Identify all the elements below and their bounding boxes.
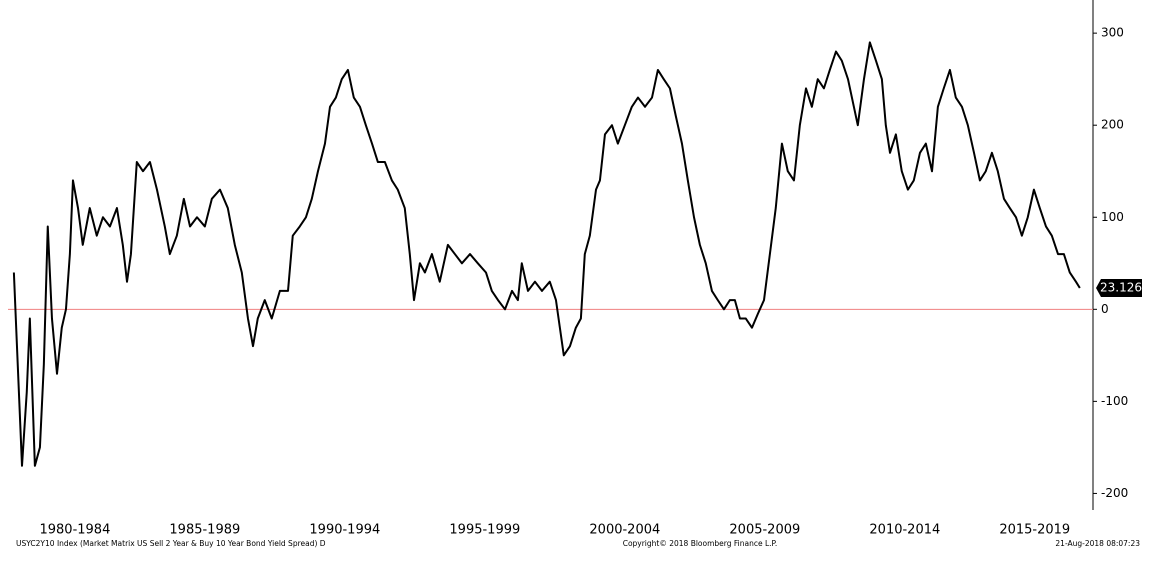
y-tick-label: -200 [1101, 486, 1128, 500]
y-tick-label: 200 [1101, 118, 1124, 132]
y-tick-label: 0 [1101, 302, 1109, 316]
x-tick-label: 1995-1999 [449, 523, 520, 538]
footer-left: USYC2Y10 Index (Market Matrix US Sell 2 … [16, 539, 326, 548]
y-tick-label: -100 [1101, 394, 1128, 408]
y-tick-label: 300 [1101, 26, 1124, 40]
y-tick-label: 100 [1101, 210, 1124, 224]
x-tick-label: 2000-2004 [589, 523, 660, 538]
x-tick-label: 2005-2009 [729, 523, 800, 538]
last-value-box [1096, 279, 1142, 298]
footer-right: 21-Aug-2018 08:07:23 [1055, 539, 1140, 548]
x-tick-label: 1990-1994 [309, 523, 380, 538]
footer-center: Copyright© 2018 Bloomberg Finance L.P. [623, 539, 778, 548]
x-tick-label: 1980-1984 [39, 523, 110, 538]
x-tick-label: 2010-2014 [869, 523, 940, 538]
series-line [12, 41, 1081, 467]
x-tick-label: 1985-1989 [169, 523, 240, 538]
x-tick-label: 2015-2019 [999, 523, 1070, 538]
last-value-label: 23.126 [1100, 281, 1142, 295]
